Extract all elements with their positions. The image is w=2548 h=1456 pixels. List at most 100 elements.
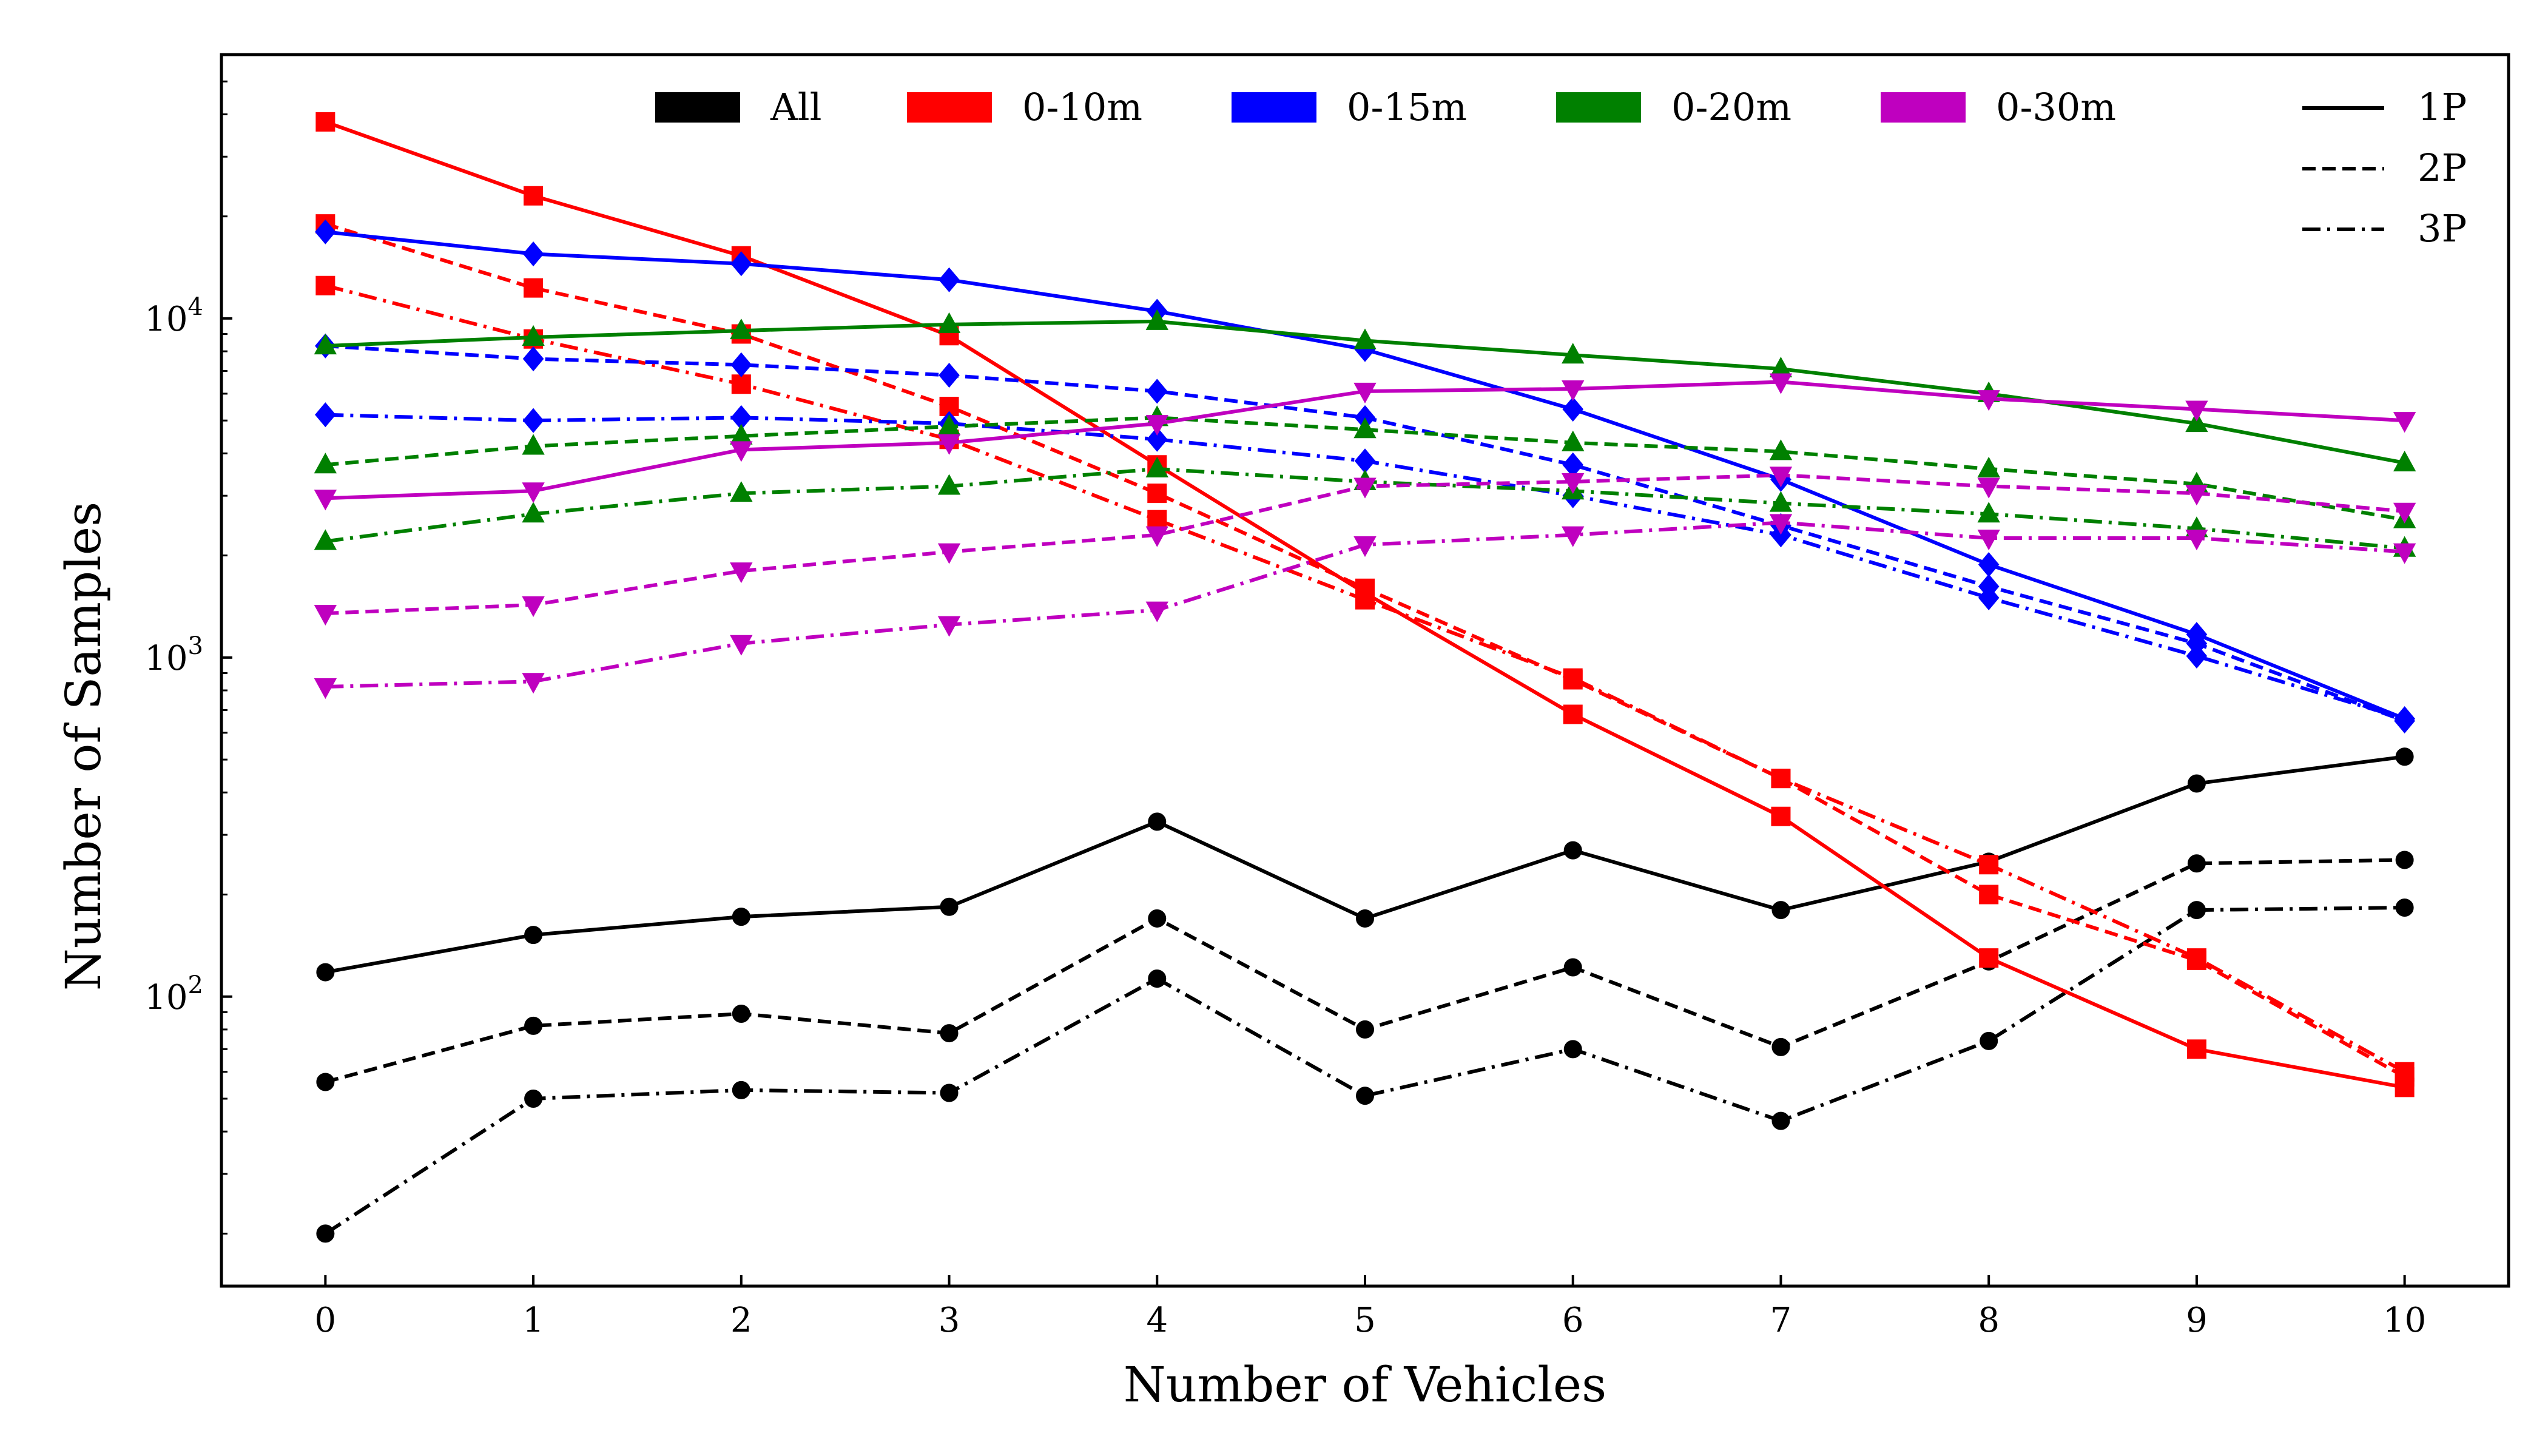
data-point [1145, 309, 1168, 330]
legend-entry: 0-15m [1232, 85, 1467, 129]
legend-entry: 0-10m [907, 85, 1142, 129]
legend-style-entry: 3P [2302, 206, 2467, 251]
data-point [522, 241, 544, 267]
data-point [730, 251, 752, 277]
data-point [1356, 1087, 1374, 1105]
data-point [1977, 477, 2000, 499]
plot-area [314, 112, 2416, 1243]
data-point [2393, 450, 2416, 472]
legend-label: 0-30m [1996, 85, 2116, 129]
data-point [1356, 909, 1374, 928]
data-point [1563, 958, 1582, 977]
data-point [2186, 1039, 2206, 1059]
x-tick-label: 0 [315, 1301, 337, 1340]
data-point [2185, 400, 2208, 422]
series-0-20m-2p [314, 405, 2416, 528]
data-point [2394, 706, 2415, 732]
data-point [522, 673, 545, 694]
legend-style-entry: 2P [2302, 146, 2467, 190]
y-axis-label: Number of Samples [55, 502, 112, 991]
series-0-30m-3p [314, 514, 2416, 699]
data-point [2186, 948, 2206, 968]
series-line [324, 906, 2405, 1235]
data-point [2185, 485, 2208, 506]
x-tick-label: 5 [1354, 1301, 1376, 1340]
data-point [2395, 747, 2414, 766]
series-all-3p [316, 898, 2414, 1243]
data-point [939, 397, 959, 417]
data-point [2393, 412, 2416, 433]
legend-label: 0-10m [1022, 85, 1142, 129]
legend-swatch [907, 92, 992, 123]
data-point [1148, 909, 1167, 928]
data-point [522, 596, 545, 618]
data-point [1769, 439, 1793, 460]
data-point [937, 616, 961, 637]
data-point [315, 275, 335, 295]
data-point [732, 1080, 750, 1099]
data-point [939, 267, 960, 292]
data-point [314, 529, 337, 550]
legend-style-label: 2P [2418, 146, 2467, 190]
data-point [1979, 885, 1999, 905]
data-point [524, 1090, 543, 1108]
x-tick-label: 8 [1978, 1301, 2000, 1340]
legend-swatch [655, 92, 740, 123]
data-point [730, 635, 753, 656]
legend: All 0-10m 0-15m 0-20m 0-30m 1P 2P 3P [655, 85, 2467, 251]
data-point [2187, 854, 2206, 873]
legend-style-entry: 1P [2302, 85, 2467, 129]
x-tick-label: 2 [730, 1301, 752, 1340]
data-point [1771, 901, 1790, 920]
x-axis-label: Number of Vehicles [1124, 1357, 1606, 1413]
x-tick-label: 7 [1770, 1301, 1792, 1340]
data-point [2185, 411, 2208, 433]
data-point [939, 362, 960, 388]
series-0-30m-1p [314, 373, 2416, 511]
data-point [315, 402, 336, 428]
data-point [2185, 529, 2208, 551]
data-point [940, 1084, 959, 1102]
data-point [1353, 328, 1377, 349]
data-point [1771, 1037, 1790, 1056]
data-point [937, 543, 961, 564]
legend-swatch [1881, 92, 1966, 123]
data-point [1563, 704, 1583, 724]
data-point [1148, 812, 1167, 831]
data-point [1977, 529, 2000, 551]
data-point [1353, 536, 1377, 558]
data-point [1353, 417, 1377, 439]
y-tick-label: 103 [144, 632, 203, 678]
data-point [937, 434, 961, 455]
data-point [1977, 390, 2000, 411]
x-tick-label: 10 [2383, 1301, 2426, 1340]
data-point [522, 408, 544, 433]
data-point [522, 482, 545, 504]
data-point [316, 1224, 335, 1243]
data-point [1769, 491, 1793, 512]
legend-style-label: 3P [2418, 206, 2467, 251]
data-point [1769, 373, 1793, 394]
data-point [730, 481, 753, 502]
data-point [730, 441, 753, 462]
data-point [1145, 415, 1168, 436]
data-point [2187, 901, 2206, 920]
data-point [1145, 526, 1168, 547]
y-tick-label: 104 [144, 293, 203, 339]
data-point [314, 678, 337, 699]
axes: 0 1 2 3 4 5 6 7 8 9 10 102 103 104 [144, 53, 2510, 1340]
data-point [1353, 382, 1377, 403]
data-point [314, 334, 337, 355]
data-point [524, 186, 544, 206]
data-point [1145, 601, 1168, 622]
data-point [522, 434, 545, 455]
legend-label: All [770, 85, 821, 129]
data-point [732, 908, 750, 926]
data-point [522, 346, 544, 372]
data-point [1771, 769, 1791, 789]
data-point [2395, 851, 2414, 869]
data-point [1147, 510, 1167, 530]
data-point [315, 112, 335, 132]
data-point [316, 963, 335, 982]
